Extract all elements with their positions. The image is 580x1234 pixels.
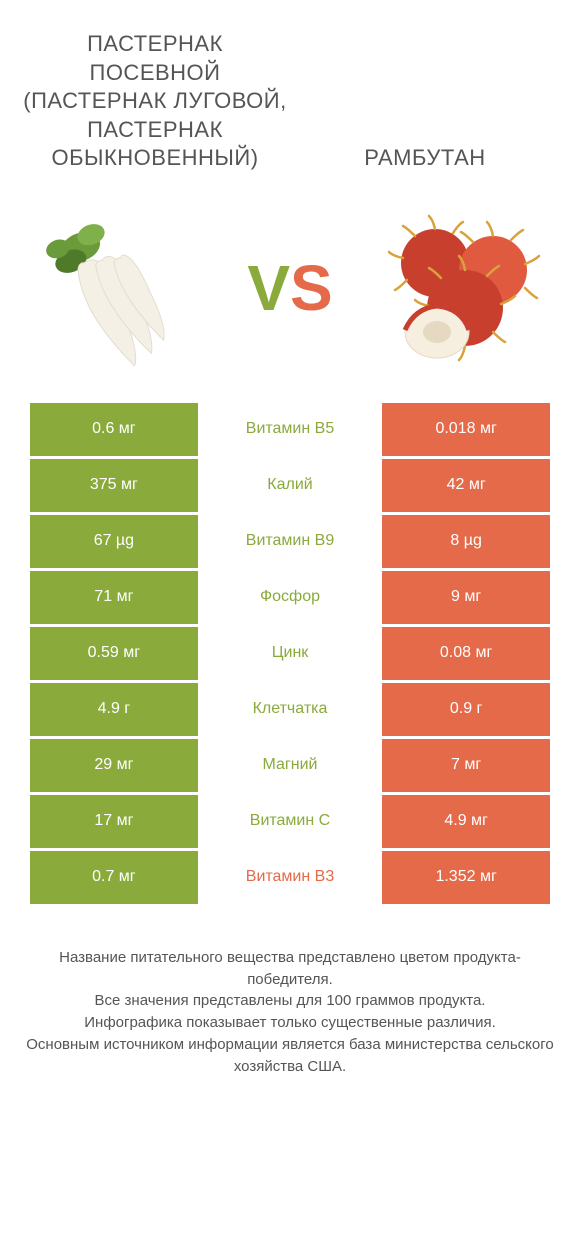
- nutrient-label-cell: Витамин C: [198, 795, 383, 848]
- left-value-cell: 67 µg: [30, 515, 198, 568]
- table-row: 17 мгВитамин C4.9 мг: [30, 795, 550, 848]
- footer-line: Все значения представлены для 100 граммо…: [20, 990, 560, 1012]
- nutrient-label-cell: Калий: [198, 459, 383, 512]
- right-value-cell: 0.018 мг: [382, 403, 550, 456]
- left-value-cell: 17 мг: [30, 795, 198, 848]
- nutrient-label-cell: Фосфор: [198, 571, 383, 624]
- footer-line: Инфографика показывает только существенн…: [20, 1012, 560, 1034]
- left-value-cell: 0.59 мг: [30, 627, 198, 680]
- table-row: 0.59 мгЦинк0.08 мг: [30, 627, 550, 680]
- left-value-cell: 4.9 г: [30, 683, 198, 736]
- right-value-cell: 0.08 мг: [382, 627, 550, 680]
- right-value-cell: 1.352 мг: [382, 851, 550, 904]
- header-right-col: РАМБУТАН: [290, 30, 560, 173]
- right-value-cell: 42 мг: [382, 459, 550, 512]
- rambutan-icon: [375, 208, 545, 368]
- nutrient-label-cell: Магний: [198, 739, 383, 792]
- nutrient-label-cell: Витамин B3: [198, 851, 383, 904]
- footer-line: Основным источником информации является …: [20, 1034, 560, 1078]
- nutrient-label-cell: Цинк: [198, 627, 383, 680]
- table-row: 29 мгМагний7 мг: [30, 739, 550, 792]
- right-value-cell: 8 µg: [382, 515, 550, 568]
- table-row: 375 мгКалий42 мг: [30, 459, 550, 512]
- table-row: 4.9 гКлетчатка0.9 г: [30, 683, 550, 736]
- left-value-cell: 0.6 мг: [30, 403, 198, 456]
- table-row: 67 µgВитамин B98 µg: [30, 515, 550, 568]
- left-product-image: [30, 203, 210, 373]
- right-product-image: [370, 203, 550, 373]
- left-value-cell: 29 мг: [30, 739, 198, 792]
- rambutan-flesh-half: [405, 306, 469, 358]
- vs-label: VS: [247, 251, 332, 325]
- left-value-cell: 375 мг: [30, 459, 198, 512]
- comparison-table: 0.6 мгВитамин B50.018 мг375 мгКалий42 мг…: [0, 403, 580, 904]
- right-value-cell: 9 мг: [382, 571, 550, 624]
- table-row: 0.7 мгВитамин B31.352 мг: [30, 851, 550, 904]
- vs-row: VS: [0, 183, 580, 403]
- footer-notes: Название питательного вещества представл…: [0, 907, 580, 1078]
- right-value-cell: 4.9 мг: [382, 795, 550, 848]
- header-left-col: ПАСТЕРНАК ПОСЕВНОЙ (ПАСТЕРНАК ЛУГОВОЙ, П…: [20, 30, 290, 173]
- vs-v-letter: V: [247, 252, 290, 324]
- vs-s-letter: S: [290, 252, 333, 324]
- nutrient-label-cell: Клетчатка: [198, 683, 383, 736]
- left-value-cell: 0.7 мг: [30, 851, 198, 904]
- footer-line: Название питательного вещества представл…: [20, 947, 560, 991]
- table-row: 71 мгФосфор9 мг: [30, 571, 550, 624]
- parsnip-icon: [35, 208, 205, 368]
- right-product-title: РАМБУТАН: [364, 144, 485, 173]
- nutrient-label-cell: Витамин B5: [198, 403, 383, 456]
- left-product-title: ПАСТЕРНАК ПОСЕВНОЙ (ПАСТЕРНАК ЛУГОВОЙ, П…: [20, 30, 290, 173]
- right-value-cell: 0.9 г: [382, 683, 550, 736]
- header: ПАСТЕРНАК ПОСЕВНОЙ (ПАСТЕРНАК ЛУГОВОЙ, П…: [0, 0, 580, 183]
- nutrient-label-cell: Витамин B9: [198, 515, 383, 568]
- table-row: 0.6 мгВитамин B50.018 мг: [30, 403, 550, 456]
- left-value-cell: 71 мг: [30, 571, 198, 624]
- right-value-cell: 7 мг: [382, 739, 550, 792]
